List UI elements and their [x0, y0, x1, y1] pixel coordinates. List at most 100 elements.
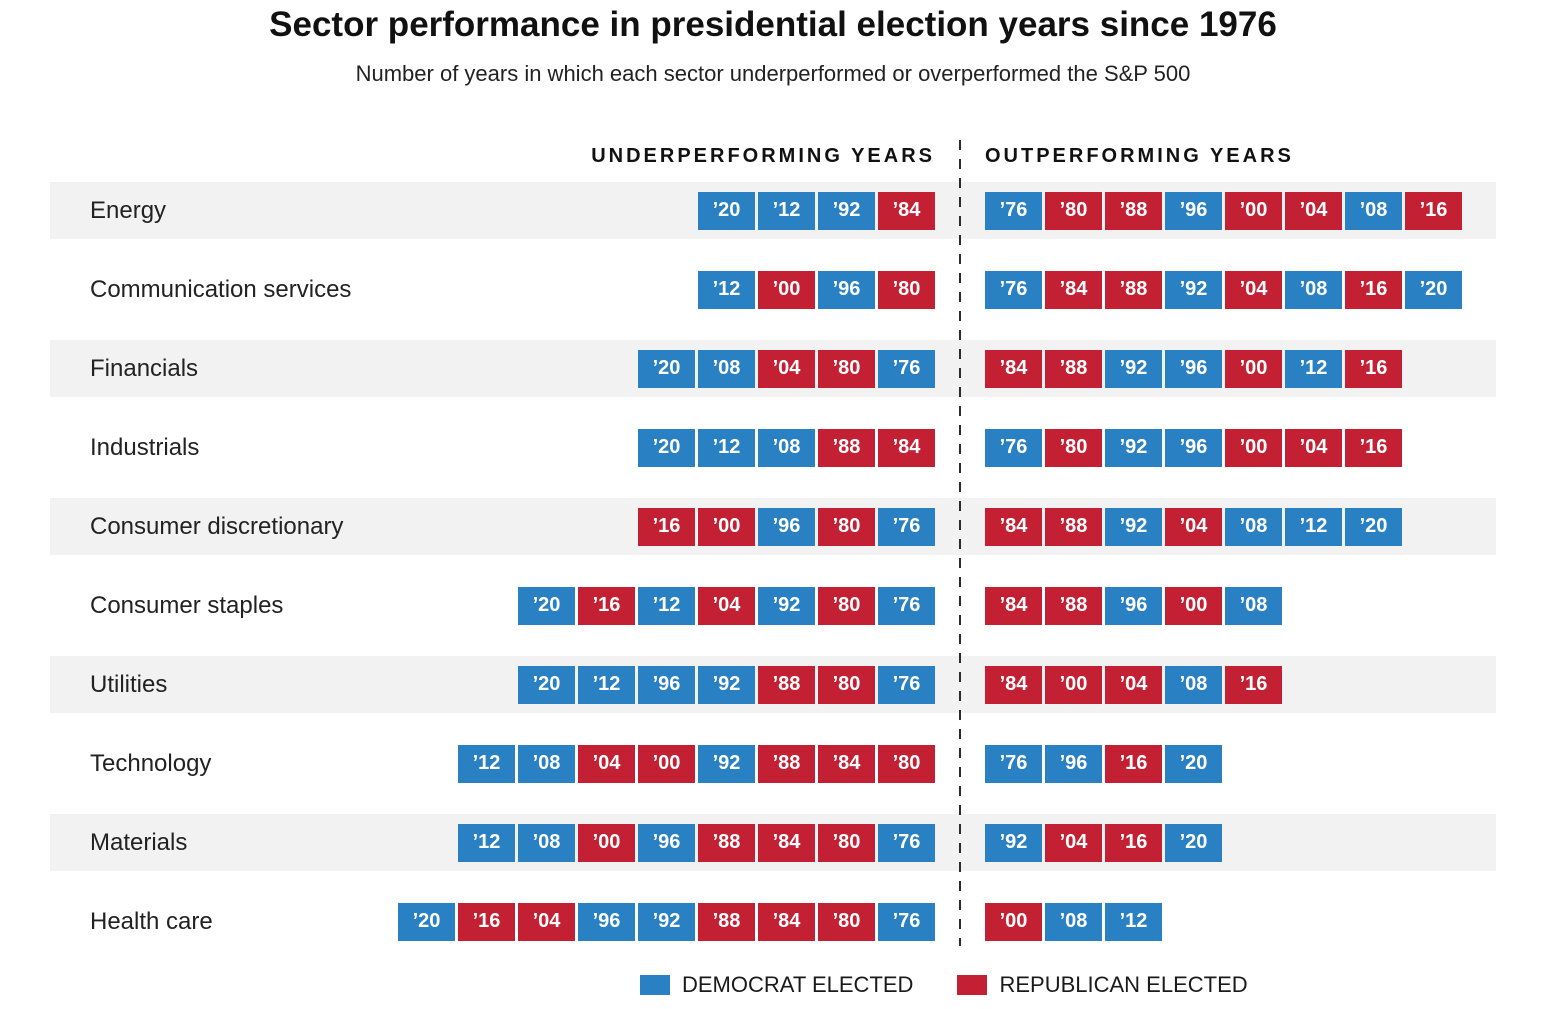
underperforming-cell: Technology ’12’08’04’00’92’88’84’80 — [50, 735, 960, 792]
year-chip: ’00 — [1225, 349, 1282, 388]
sector-row: Energy ’20’12’92’84’76’80’88’96’00’04’08’… — [50, 182, 1496, 239]
year-chip: ’80 — [818, 665, 875, 704]
year-chip: ’96 — [1045, 744, 1102, 783]
sector-label: Health care — [90, 907, 213, 935]
underperforming-chips: ’20’08’04’80’76 — [638, 349, 935, 388]
year-chip: ’84 — [985, 665, 1042, 704]
sector-row: Health care ’20’16’04’96’92’88’84’80’76’0… — [50, 893, 1496, 950]
sector-row: Consumer discretionary ’16’00’96’80’76 ’84… — [50, 498, 1496, 555]
year-chip: ’88 — [1045, 507, 1102, 546]
year-chip: ’12 — [638, 586, 695, 625]
year-chip: ’16 — [1105, 823, 1162, 862]
year-chip: ’04 — [518, 902, 575, 941]
underperforming-chips: ’20’12’92’84 — [698, 191, 935, 230]
outperforming-cell: ’92’04’16’20 — [960, 814, 1496, 871]
sector-label: Utilities — [90, 670, 168, 698]
outperforming-cell: ’76’80’88’96’00’04’08’16 — [960, 182, 1496, 239]
year-chip: ’76 — [985, 744, 1042, 783]
year-chip: ’92 — [1165, 270, 1222, 309]
sector-row: Materials ’12’08’00’96’88’84’80’76 ’92’04’… — [50, 814, 1496, 871]
year-chip: ’08 — [1045, 902, 1102, 941]
year-chip: ’84 — [758, 902, 815, 941]
sector-label: Materials — [90, 828, 188, 856]
sector-row: Consumer staples ’20’16’12’04’92’80’76 ’84… — [50, 577, 1496, 634]
year-chip: ’16 — [458, 902, 515, 941]
year-chip: ’12 — [758, 191, 815, 230]
year-chip: ’12 — [578, 665, 635, 704]
underperforming-cell: Materials ’12’08’00’96’88’84’80’76 — [50, 814, 960, 871]
year-chip: ’92 — [698, 665, 755, 704]
column-headers: UNDERPERFORMING YEARS OUTPERFORMING YEAR… — [0, 145, 1546, 168]
year-chip: ’76 — [985, 191, 1042, 230]
year-chip: ’88 — [758, 665, 815, 704]
year-chip: ’04 — [578, 744, 635, 783]
year-chip: ’88 — [1105, 270, 1162, 309]
outperforming-chips: ’84’88’92’04’08’12’20 — [985, 507, 1402, 546]
year-chip: ’04 — [698, 586, 755, 625]
underperforming-chips: ’12’00’96’80 — [698, 270, 935, 309]
year-chip: ’20 — [638, 428, 695, 467]
year-chip: ’76 — [878, 902, 935, 941]
year-chip: ’96 — [1165, 428, 1222, 467]
outperforming-cell: ’84’00’04’08’16 — [960, 656, 1496, 713]
republican-color-swatch — [957, 975, 988, 995]
year-chip: ’20 — [1165, 744, 1222, 783]
underperforming-chips: ’20’16’04’96’92’88’84’80’76 — [398, 902, 935, 941]
year-chip: ’88 — [1045, 586, 1102, 625]
year-chip: ’76 — [878, 586, 935, 625]
sector-rows: Energy ’20’12’92’84’76’80’88’96’00’04’08’… — [50, 182, 1496, 950]
outperforming-cell: ’76’80’92’96’00’04’16 — [960, 419, 1496, 476]
year-chip: ’84 — [758, 823, 815, 862]
outperforming-header: OUTPERFORMING YEARS — [985, 145, 1294, 167]
year-chip: ’96 — [1105, 586, 1162, 625]
year-chip: ’88 — [818, 428, 875, 467]
year-chip: ’04 — [1165, 507, 1222, 546]
year-chip: ’20 — [1165, 823, 1222, 862]
sector-row: Utilities ’20’12’96’92’88’80’76 ’84’00’04’… — [50, 656, 1496, 713]
year-chip: ’92 — [1105, 428, 1162, 467]
year-chip: ’12 — [1285, 507, 1342, 546]
year-chip: ’00 — [985, 902, 1042, 941]
year-chip: ’12 — [458, 823, 515, 862]
year-chip: ’84 — [985, 507, 1042, 546]
outperforming-cell: ’00’08’12 — [960, 893, 1496, 950]
year-chip: ’84 — [985, 586, 1042, 625]
year-chip: ’88 — [698, 902, 755, 941]
year-chip: ’04 — [1285, 191, 1342, 230]
year-chip: ’12 — [1105, 902, 1162, 941]
underperforming-cell: Consumer staples ’20’16’12’04’92’80’76 — [50, 577, 960, 634]
year-chip: ’80 — [818, 507, 875, 546]
outperforming-cell: ’76’96’16’20 — [960, 735, 1496, 792]
underperforming-cell: Health care ’20’16’04’96’92’88’84’80’76 — [50, 893, 960, 950]
year-chip: ’88 — [698, 823, 755, 862]
year-chip: ’08 — [1225, 586, 1282, 625]
year-chip: ’96 — [578, 902, 635, 941]
year-chip: ’80 — [818, 349, 875, 388]
year-chip: ’04 — [1285, 428, 1342, 467]
year-chip: ’16 — [1345, 270, 1402, 309]
democrat-color-swatch — [640, 975, 670, 995]
year-chip: ’92 — [818, 191, 875, 230]
underperforming-chips: ’16’00’96’80’76 — [638, 507, 935, 546]
sector-label: Communication services — [90, 275, 352, 303]
year-chip: ’12 — [1285, 349, 1342, 388]
year-chip: ’80 — [1045, 191, 1102, 230]
year-chip: ’20 — [698, 191, 755, 230]
underperforming-chips: ’20’12’96’92’88’80’76 — [518, 665, 935, 704]
underperforming-chips: ’12’08’00’96’88’84’80’76 — [458, 823, 935, 862]
year-chip: ’12 — [458, 744, 515, 783]
year-chip: ’20 — [638, 349, 695, 388]
year-chip: ’04 — [1105, 665, 1162, 704]
year-chip: ’16 — [1105, 744, 1162, 783]
year-chip: ’08 — [1165, 665, 1222, 704]
year-chip: ’84 — [878, 428, 935, 467]
year-chip: ’00 — [698, 507, 755, 546]
chart-subtitle: Number of years in which each sector und… — [355, 61, 1191, 86]
outperforming-chips: ’76’84’88’92’04’08’16’20 — [985, 270, 1462, 309]
year-chip: ’76 — [985, 428, 1042, 467]
year-chip: ’76 — [878, 507, 935, 546]
year-chip: ’80 — [818, 823, 875, 862]
year-chip: ’96 — [1165, 349, 1222, 388]
year-chip: ’04 — [758, 349, 815, 388]
